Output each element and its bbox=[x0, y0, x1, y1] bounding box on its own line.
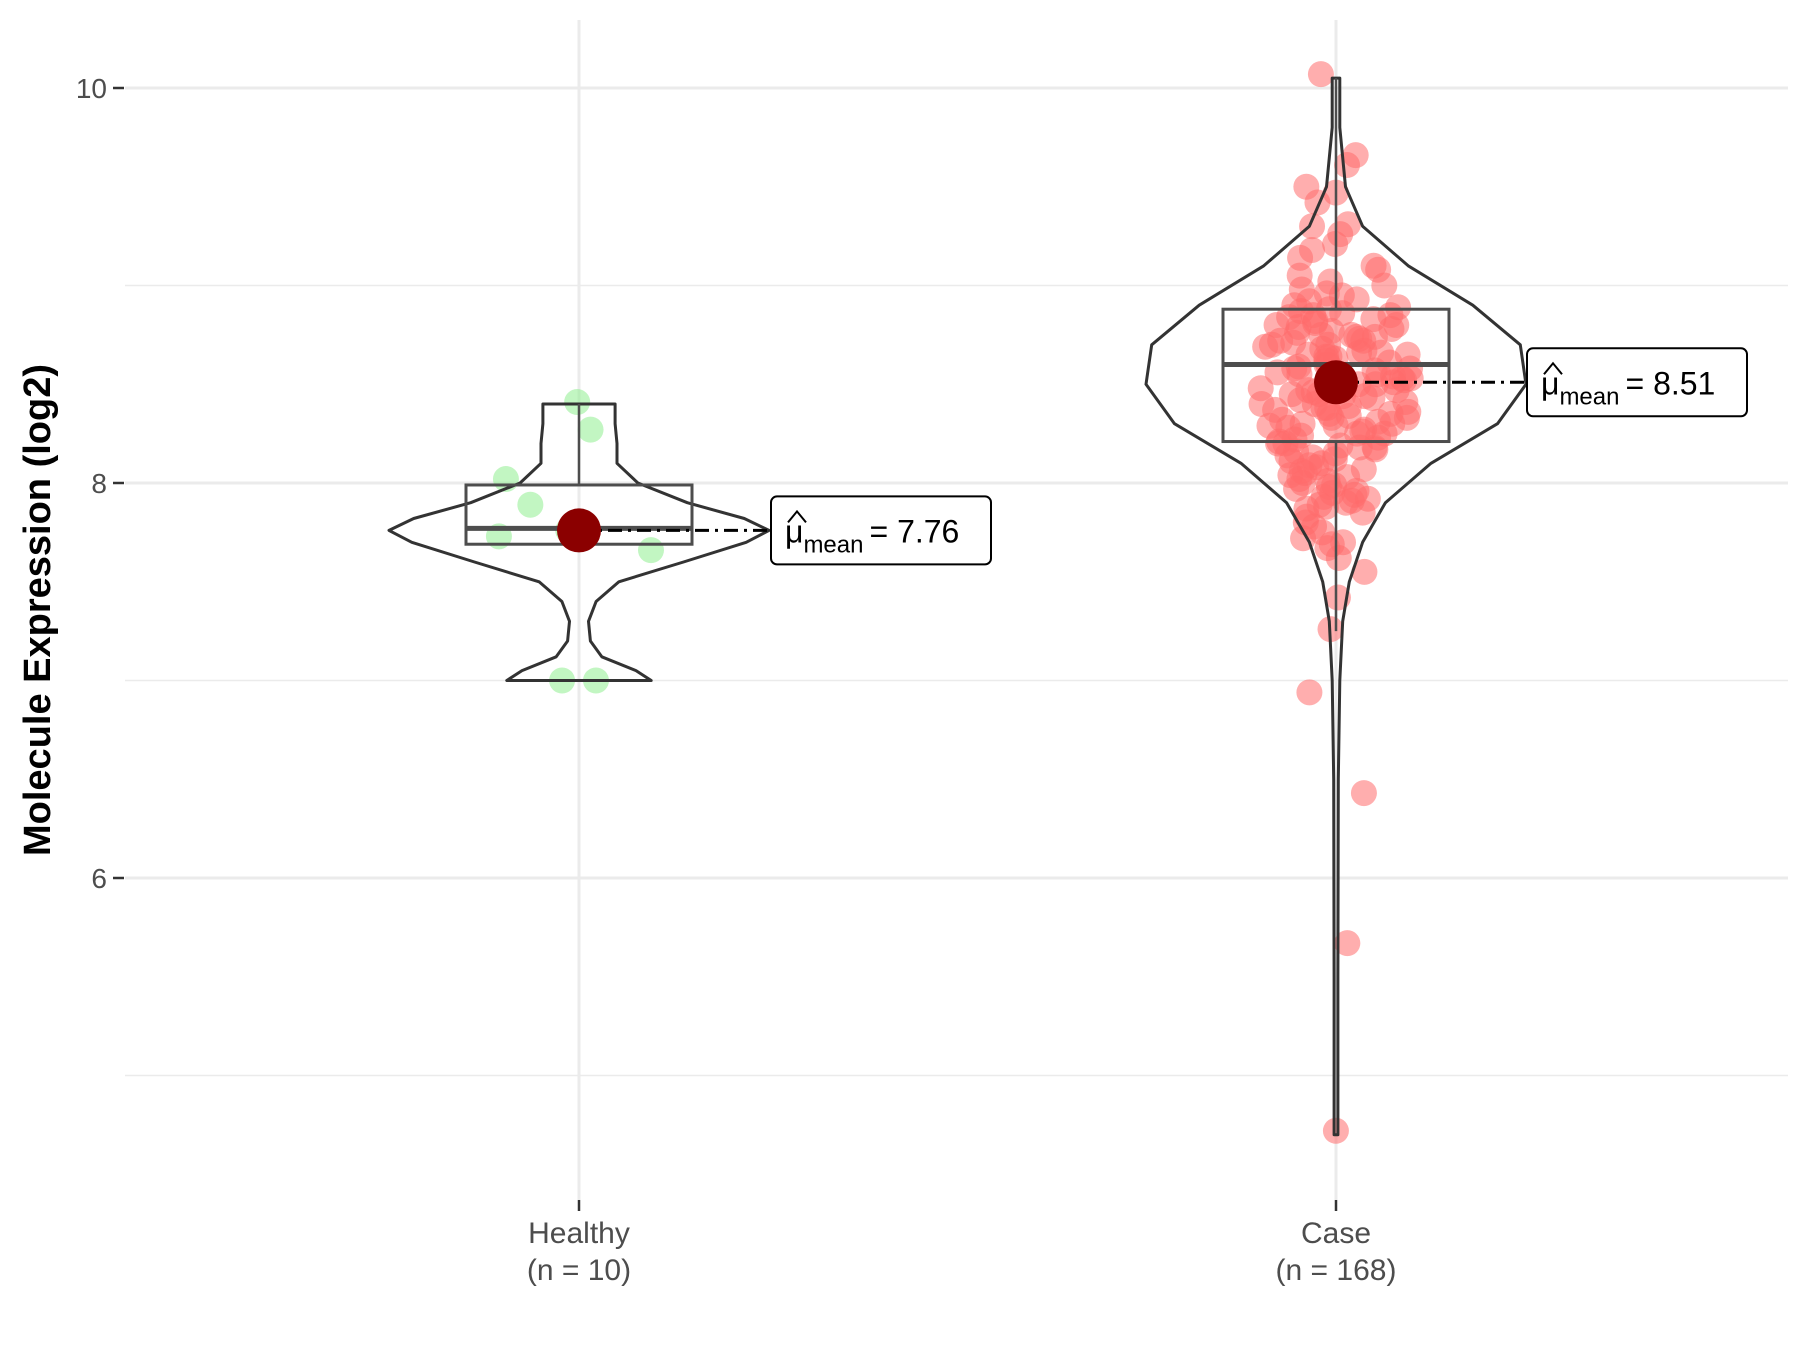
data-point bbox=[1343, 323, 1370, 350]
grid-lines bbox=[125, 20, 1788, 1200]
mean-label: μmean = 8.51 bbox=[1541, 365, 1715, 410]
data-point bbox=[1349, 499, 1376, 526]
data-point bbox=[1351, 558, 1378, 585]
data-point bbox=[1346, 434, 1373, 461]
data-point bbox=[1322, 1117, 1349, 1144]
data-point bbox=[1283, 475, 1310, 502]
mean-point bbox=[1314, 360, 1358, 405]
y-tick-label: 10 bbox=[76, 73, 107, 104]
data-point bbox=[1313, 493, 1340, 520]
mean-value: = 7.76 bbox=[869, 513, 959, 549]
data-point bbox=[1377, 302, 1404, 329]
mean-hat bbox=[787, 509, 807, 524]
mean-label: μmean = 7.76 bbox=[785, 513, 959, 558]
data-point bbox=[1371, 272, 1398, 299]
x-category-count: (n = 168) bbox=[1276, 1254, 1397, 1287]
mean-subscript: mean bbox=[1559, 383, 1619, 410]
data-point bbox=[1296, 679, 1323, 706]
y-axis-title: Molecule Expression (log2) bbox=[17, 364, 59, 856]
violin-case bbox=[1144, 76, 1528, 1137]
x-category-count: (n = 10) bbox=[527, 1254, 631, 1287]
y-tick-label: 6 bbox=[91, 863, 107, 894]
data-point bbox=[517, 491, 544, 518]
data-point bbox=[637, 537, 664, 564]
mean-hat bbox=[1543, 361, 1563, 375]
violin-healthy bbox=[387, 402, 771, 682]
data-point bbox=[564, 389, 591, 416]
data-point bbox=[1307, 61, 1334, 88]
data-point bbox=[1299, 213, 1326, 240]
data-point bbox=[1368, 339, 1395, 366]
mean-symbol: μ bbox=[785, 513, 803, 549]
mean-value: = 8.51 bbox=[1625, 365, 1715, 401]
y-tick-label: 8 bbox=[91, 468, 107, 499]
mean-point bbox=[557, 508, 601, 553]
data-point bbox=[1393, 404, 1420, 431]
data-point bbox=[1334, 152, 1361, 179]
data-point bbox=[1350, 780, 1377, 807]
x-category-label: Case bbox=[1301, 1217, 1371, 1250]
box-case bbox=[1221, 307, 1451, 444]
x-category-label: Healthy bbox=[528, 1217, 630, 1250]
jitter-points bbox=[485, 61, 1424, 1144]
data-point bbox=[1322, 412, 1349, 439]
data-point bbox=[1252, 333, 1279, 360]
data-point bbox=[1359, 385, 1386, 412]
data-point bbox=[1389, 365, 1416, 392]
mean-symbol: μ bbox=[1541, 365, 1559, 401]
mean-label-box bbox=[770, 495, 992, 566]
axes: 6 8 10 Healthy (n = 10) Case (n = 168) bbox=[76, 73, 1397, 1287]
violins bbox=[387, 76, 1528, 1137]
data-point bbox=[1325, 545, 1352, 572]
data-point bbox=[1334, 930, 1361, 957]
data-point bbox=[1304, 189, 1331, 216]
data-point bbox=[577, 416, 604, 443]
mean-label-box bbox=[1526, 347, 1748, 418]
mean-subscript: mean bbox=[803, 531, 863, 558]
